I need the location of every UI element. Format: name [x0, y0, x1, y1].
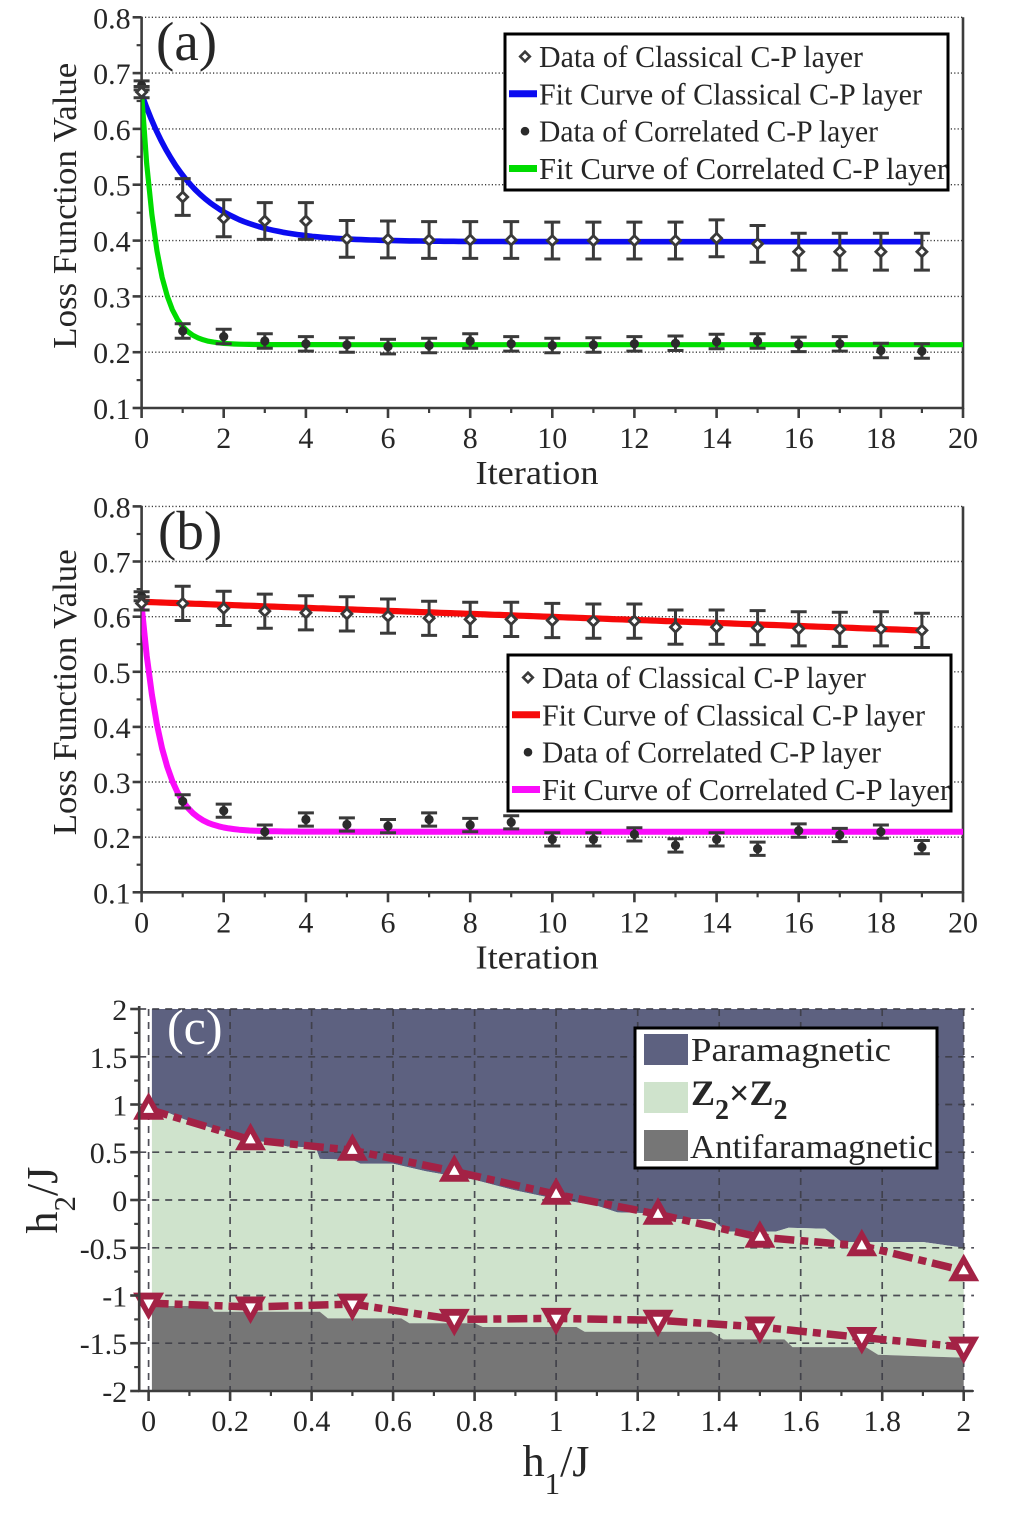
svg-text:Iteration: Iteration	[476, 939, 599, 976]
svg-text:(c): (c)	[167, 999, 223, 1055]
svg-text:4: 4	[298, 422, 313, 455]
svg-text:Fit Curve of Correlated C-P la: Fit Curve of Correlated C-P layer	[542, 773, 950, 807]
svg-text:18: 18	[866, 422, 896, 455]
svg-text:Data of Classical C-P layer: Data of Classical C-P layer	[542, 661, 866, 695]
svg-text:0.7: 0.7	[93, 547, 131, 580]
svg-text:4: 4	[298, 906, 313, 939]
svg-text:1.6: 1.6	[782, 1405, 820, 1438]
svg-text:0.2: 0.2	[93, 822, 131, 855]
svg-text:Fit Curve of Classical C-P lay: Fit Curve of Classical C-P layer	[539, 77, 922, 111]
svg-text:1: 1	[112, 1090, 127, 1123]
svg-text:-0.5: -0.5	[80, 1233, 128, 1266]
svg-text:12: 12	[619, 422, 649, 455]
svg-text:16: 16	[784, 422, 814, 455]
svg-text:0.8: 0.8	[93, 2, 131, 35]
svg-text:0: 0	[112, 1185, 127, 1218]
svg-text:0.3: 0.3	[93, 767, 131, 800]
svg-text:Data of Correlated C-P layer: Data of Correlated C-P layer	[539, 115, 878, 149]
svg-text:1.4: 1.4	[700, 1405, 738, 1438]
svg-text:0.8: 0.8	[456, 1405, 494, 1438]
svg-text:2: 2	[216, 906, 231, 939]
svg-text:0.4: 0.4	[93, 226, 131, 259]
svg-text:12: 12	[619, 906, 649, 939]
svg-text:Iteration: Iteration	[476, 455, 599, 492]
svg-text:8: 8	[463, 422, 478, 455]
svg-text:0.6: 0.6	[93, 114, 131, 147]
svg-text:2: 2	[956, 1405, 971, 1438]
svg-text:0.3: 0.3	[93, 281, 131, 314]
svg-text:16: 16	[784, 906, 814, 939]
svg-text:1.5: 1.5	[90, 1042, 128, 1075]
svg-text:0.6: 0.6	[374, 1405, 412, 1438]
svg-text:0.1: 0.1	[93, 393, 131, 426]
svg-text:(a): (a)	[156, 11, 217, 72]
svg-text:2: 2	[112, 994, 127, 1027]
svg-text:(b): (b)	[158, 500, 222, 561]
svg-text:0.2: 0.2	[93, 337, 131, 370]
svg-text:6: 6	[381, 422, 396, 455]
svg-text:10: 10	[537, 422, 567, 455]
svg-text:2: 2	[216, 422, 231, 455]
svg-text:h1/J: h1/J	[523, 1437, 590, 1501]
svg-text:0.5: 0.5	[93, 170, 131, 203]
svg-text:Loss Function Value: Loss Function Value	[47, 63, 84, 349]
svg-text:0.4: 0.4	[93, 712, 131, 745]
svg-text:0: 0	[134, 422, 149, 455]
svg-text:0: 0	[141, 1405, 156, 1438]
svg-text:-2: -2	[102, 1376, 127, 1409]
svg-text:Loss Function Value: Loss Function Value	[47, 549, 84, 835]
svg-text:0.5: 0.5	[90, 1137, 128, 1170]
svg-text:0.5: 0.5	[93, 657, 131, 690]
svg-text:6: 6	[381, 906, 396, 939]
svg-text:-1: -1	[102, 1281, 127, 1314]
svg-text:-1.5: -1.5	[80, 1328, 128, 1361]
svg-text:10: 10	[537, 906, 567, 939]
svg-text:14: 14	[702, 422, 732, 455]
svg-text:20: 20	[948, 422, 978, 455]
svg-text:0.7: 0.7	[93, 58, 131, 91]
svg-text:1.8: 1.8	[863, 1405, 901, 1438]
svg-text:20: 20	[948, 906, 978, 939]
svg-text:Data of Classical C-P layer: Data of Classical C-P layer	[539, 40, 863, 74]
svg-text:0.2: 0.2	[211, 1405, 249, 1438]
svg-text:Data of Correlated C-P layer: Data of Correlated C-P layer	[542, 736, 881, 770]
svg-text:0: 0	[134, 906, 149, 939]
svg-text:Fit Curve of Classical C-P lay: Fit Curve of Classical C-P layer	[542, 698, 925, 732]
svg-text:h2/J: h2/J	[18, 1167, 82, 1234]
svg-text:8: 8	[463, 906, 478, 939]
svg-text:1: 1	[549, 1405, 564, 1438]
svg-text:14: 14	[702, 906, 732, 939]
svg-text:Antifaramagnetic: Antifaramagnetic	[690, 1129, 933, 1166]
svg-text:Fit Curve of Correlated C-P la: Fit Curve of Correlated C-P layer	[539, 152, 947, 186]
svg-text:0.8: 0.8	[93, 491, 131, 524]
svg-text:1.2: 1.2	[619, 1405, 657, 1438]
svg-text:0.1: 0.1	[93, 877, 131, 910]
svg-text:0.6: 0.6	[93, 602, 131, 635]
svg-text:Paramagnetic: Paramagnetic	[691, 1032, 891, 1069]
svg-text:18: 18	[866, 906, 896, 939]
svg-text:0.4: 0.4	[293, 1405, 331, 1438]
